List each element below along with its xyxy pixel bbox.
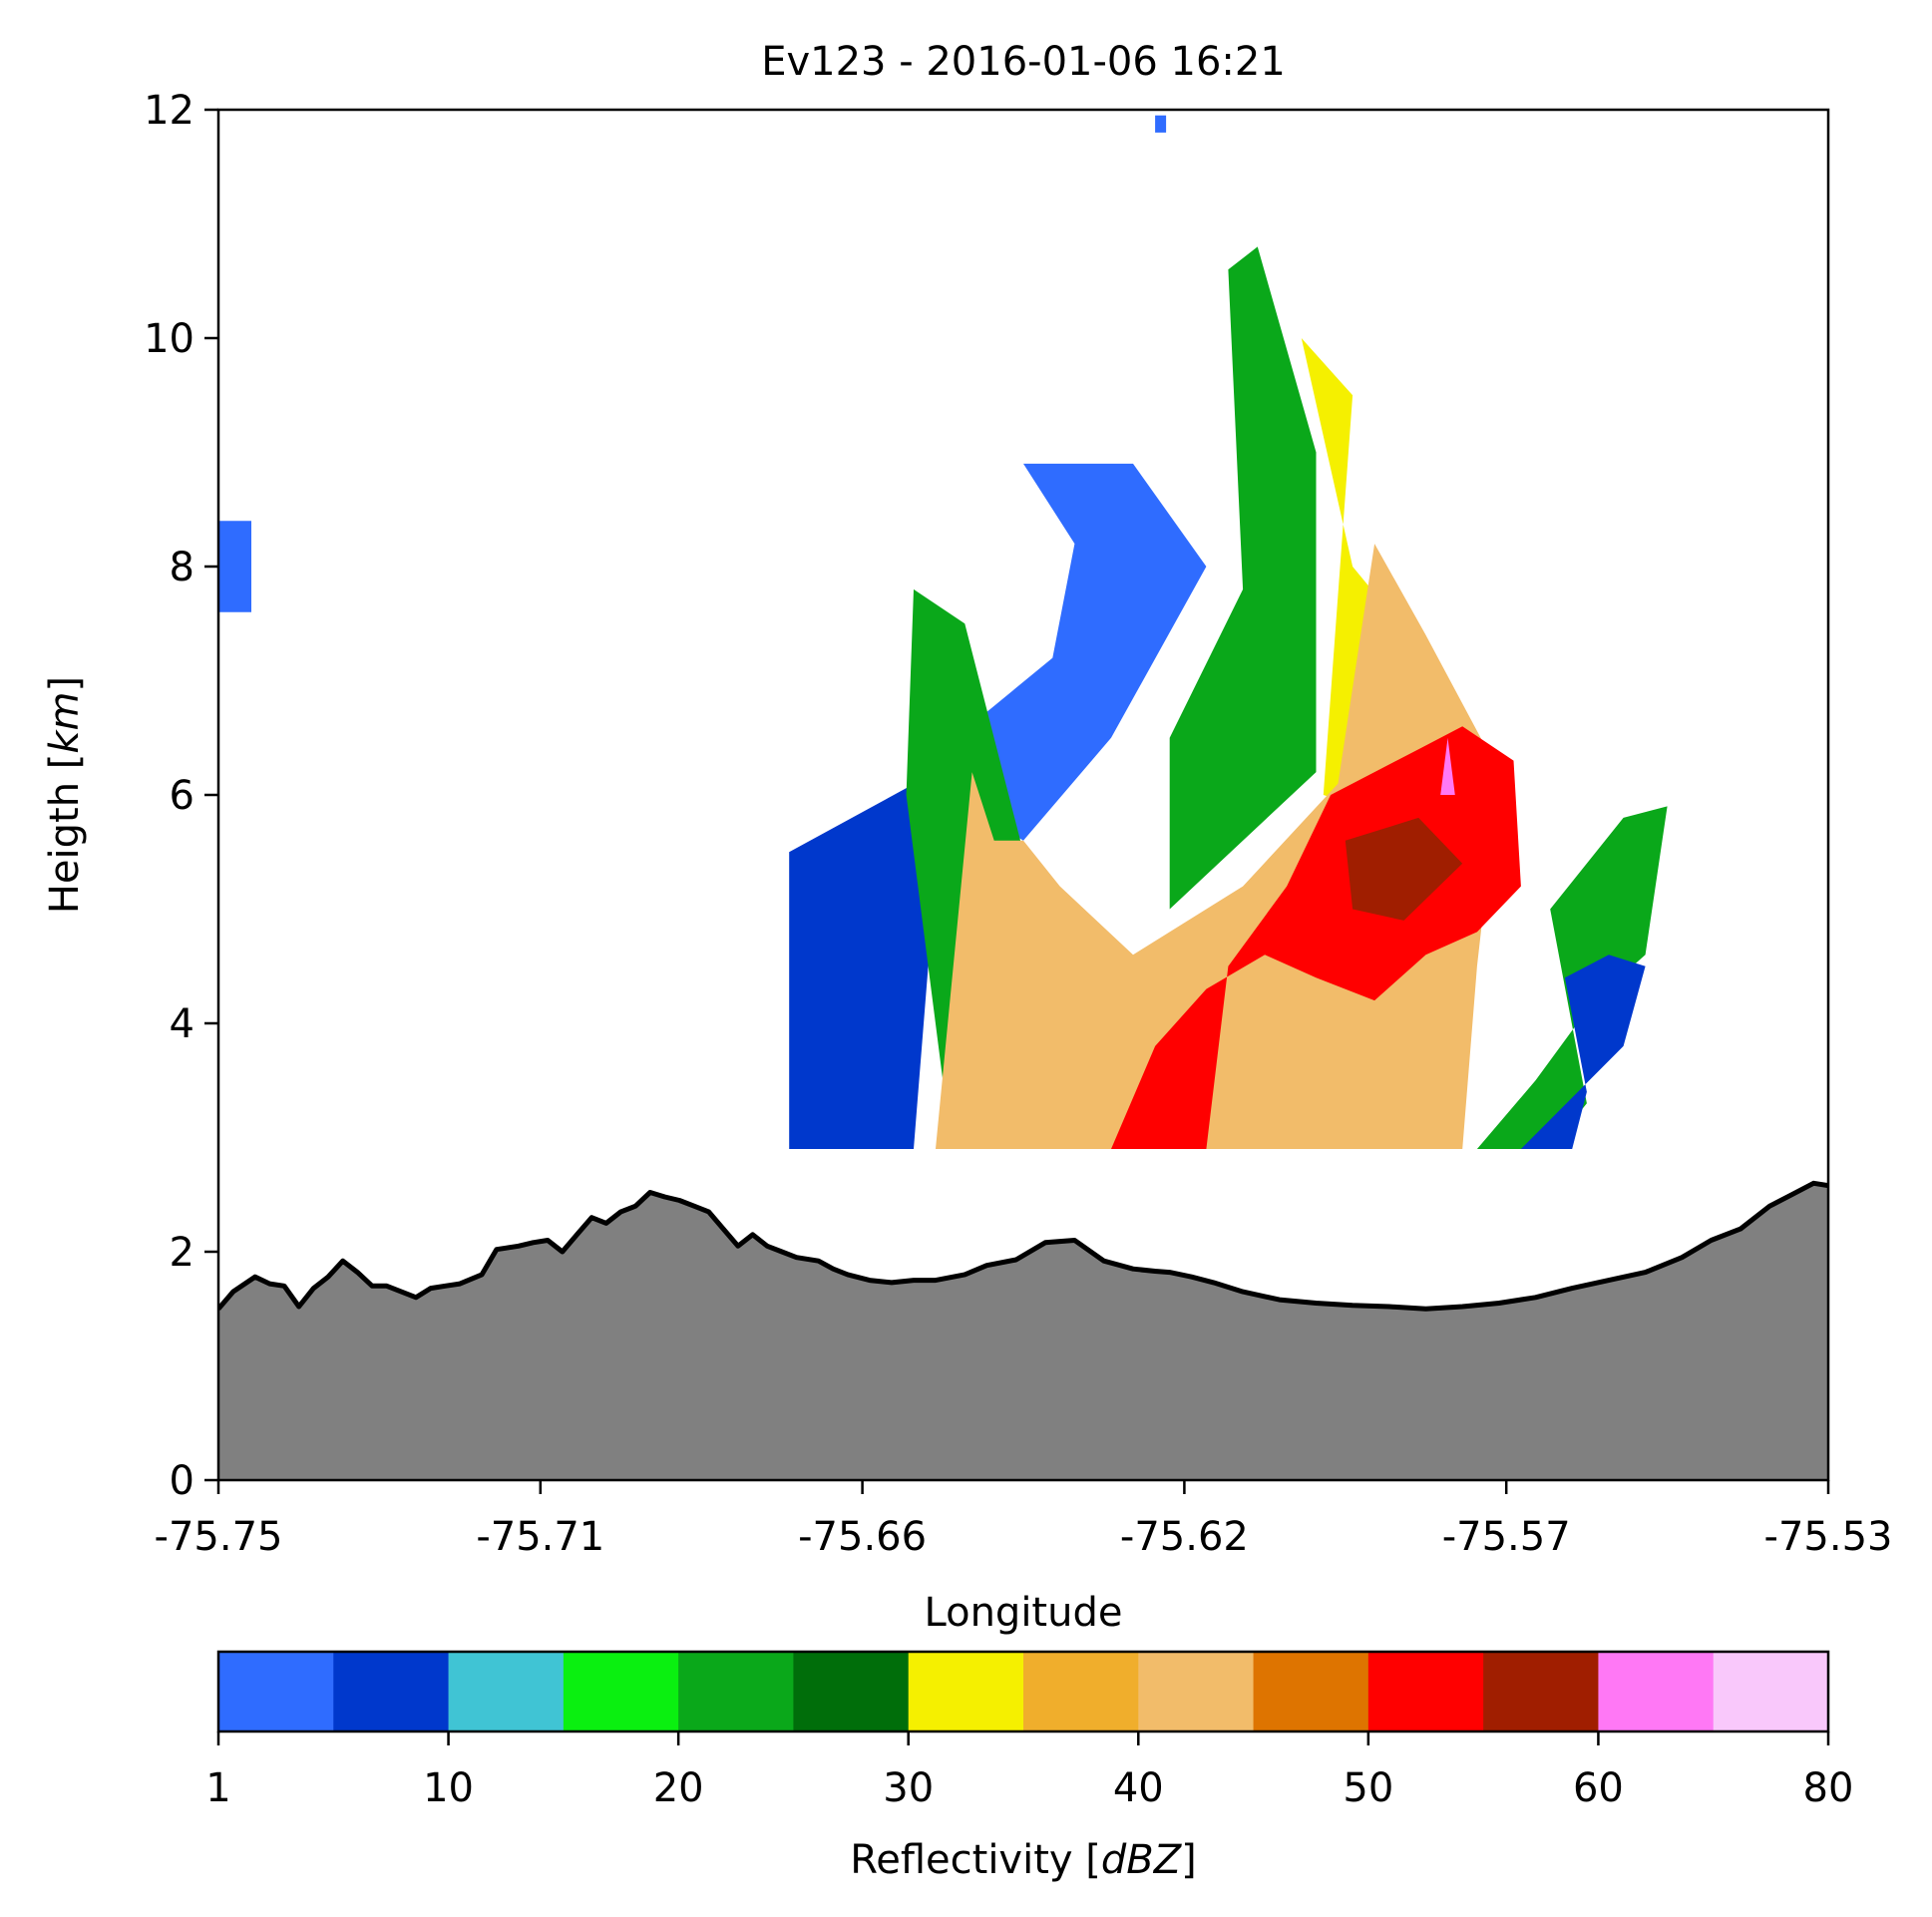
colorbar-swatch-3 (563, 1652, 679, 1731)
y-tick-label-2: 4 (170, 1001, 194, 1047)
x-tick-label-0: -75.75 (155, 1514, 283, 1560)
colorbar-label-unit: dBZ (1101, 1837, 1183, 1883)
colorbar-swatch-11 (1483, 1652, 1599, 1731)
colorbar-tick-label-6: 60 (1573, 1765, 1624, 1811)
y-tick-label-3: 6 (170, 773, 194, 819)
reflectivity-region-9 (1345, 817, 1463, 921)
reflectivity-region-5 (1169, 246, 1317, 910)
y-axis-ticks: 0 2 4 6 8 10 12 (144, 88, 218, 1504)
colorbar-frame (216, 1650, 1830, 1733)
colorbar-swatch-12 (1598, 1652, 1715, 1731)
reflectivity-region-2 (789, 772, 936, 1149)
colorbar-swatch-6 (908, 1652, 1024, 1731)
x-axis-label: Longitude (925, 1590, 1123, 1636)
reflectivity-region-0 (218, 521, 251, 612)
x-tick-label-5: -75.53 (1764, 1514, 1893, 1560)
colorbar-swatch-1 (333, 1652, 450, 1731)
colorbar-swatch-2 (448, 1652, 565, 1731)
colorbar: 1 10 20 30 40 50 60 80 (205, 1650, 1854, 1811)
colorbar-swatch-0 (218, 1652, 334, 1731)
colorbar-label-main: Reflectivity [ (850, 1837, 1101, 1883)
y-tick-label-4: 8 (170, 545, 194, 590)
x-axis-ticks: -75.75 -75.71 -75.66 -75.62 -75.57 -75.53 (155, 1480, 1893, 1560)
x-tick-label-3: -75.62 (1120, 1514, 1249, 1560)
colorbar-swatch-9 (1253, 1652, 1369, 1731)
colorbar-tick-label-2: 20 (653, 1765, 704, 1811)
colorbar-label: Reflectivity [dBZ] (850, 1837, 1197, 1883)
colorbar-tick-label-5: 50 (1343, 1765, 1393, 1811)
y-axis-label-main: Heigth [ (42, 754, 88, 915)
terrain-fill (218, 1183, 1828, 1480)
reflectivity-region-7 (936, 544, 1499, 1149)
x-tick-label-1: -75.71 (476, 1514, 604, 1560)
chart-title: Ev123 - 2016-01-06 16:21 (761, 39, 1286, 85)
reflectivity-region-1 (1155, 115, 1167, 133)
plot-content (218, 115, 1828, 1480)
plot-area (216, 108, 1830, 1482)
colorbar-swatch-4 (678, 1652, 794, 1731)
y-axis-label: Heigth [km] (42, 676, 88, 914)
colorbar-swatch-7 (1023, 1652, 1139, 1731)
y-tick-label-5: 10 (144, 316, 194, 362)
colorbar-swatch-13 (1713, 1652, 1829, 1731)
y-axis-label-unit: km (42, 691, 88, 753)
colorbar-label-close: ] (1181, 1837, 1197, 1883)
reflectivity-region-10 (1440, 737, 1455, 795)
x-tick-label-2: -75.66 (798, 1514, 927, 1560)
y-tick-label-6: 12 (144, 88, 194, 134)
y-axis-label-close: ] (42, 676, 88, 692)
x-tick-label-4: -75.57 (1442, 1514, 1571, 1560)
y-tick-label-1: 2 (170, 1230, 194, 1276)
terrain-line (218, 1180, 1828, 1312)
colorbar-tick-label-0: 1 (205, 1765, 230, 1811)
reflectivity-region-12 (1520, 955, 1646, 1149)
colorbar-tick-label-3: 30 (883, 1765, 934, 1811)
colorbar-swatch-10 (1367, 1652, 1484, 1731)
colorbar-tick-label-7: 80 (1803, 1765, 1854, 1811)
colorbar-tick-label-1: 10 (423, 1765, 474, 1811)
y-tick-label-0: 0 (170, 1458, 194, 1504)
colorbar-swatch-8 (1138, 1652, 1255, 1731)
colorbar-tick-label-4: 40 (1113, 1765, 1164, 1811)
colorbar-swatch-5 (793, 1652, 910, 1731)
